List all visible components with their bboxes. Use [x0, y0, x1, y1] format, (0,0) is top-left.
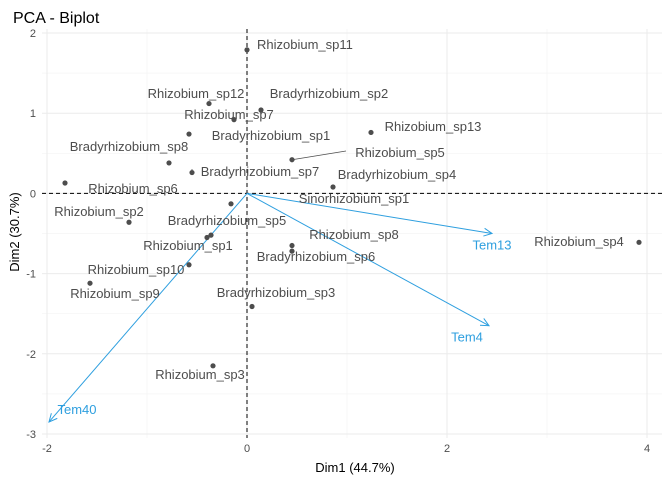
- individual-point: [289, 248, 295, 254]
- individual-points: [62, 47, 642, 369]
- individual-point: [231, 117, 237, 123]
- individual-point: [208, 232, 214, 238]
- variable-label: Tem4: [451, 330, 483, 345]
- individual-label: Rhizobium_sp3: [155, 367, 245, 382]
- x-tick-label: 0: [244, 443, 250, 455]
- individual-label: Bradyrhizobium_sp7: [201, 164, 320, 179]
- individual-point: [206, 100, 212, 107]
- individual-label: Rhizobium_sp4: [534, 234, 624, 249]
- variable-arrow: [48, 193, 248, 423]
- y-tick-label: -1: [26, 269, 36, 281]
- y-tick-label: -3: [26, 429, 36, 441]
- variable-arrowhead: [48, 413, 58, 423]
- grid-lines: [42, 29, 662, 438]
- y-tick-label: -2: [26, 349, 36, 361]
- individual-label: Rhizobium_sp7: [184, 107, 274, 122]
- individual-label: Rhizobium_sp6: [88, 181, 178, 196]
- individual-label: Rhizobium_sp9: [70, 286, 160, 301]
- individual-point: [87, 280, 93, 286]
- axis-tick-labels: -2 0 2 4 -3 -2 -1 0 1 2: [26, 28, 650, 455]
- variable-arrow: [246, 192, 490, 327]
- variable-arrowhead: [483, 227, 494, 237]
- chart-title: PCA - Biplot: [13, 10, 100, 27]
- individual-point: [166, 160, 172, 166]
- x-tick-label: 4: [644, 443, 650, 455]
- individual-label: Bradyrhizobium_sp4: [338, 167, 457, 182]
- individual-label: Rhizobium_sp5: [355, 145, 445, 160]
- individual-label: Bradyrhizobium_sp2: [270, 86, 389, 101]
- individual-point: [258, 107, 264, 113]
- individual-point: [289, 157, 295, 163]
- variable-vectors: Tem13 Tem4 Tem40: [48, 192, 512, 423]
- individual-point: [186, 262, 192, 268]
- y-tick-label: 0: [30, 188, 36, 200]
- individual-point: [330, 184, 336, 190]
- y-tick-label: 1: [30, 108, 36, 120]
- individual-point: [189, 169, 195, 176]
- label-leader-line: [291, 150, 347, 161]
- variable-arrowhead: [479, 318, 491, 327]
- individual-point: [244, 47, 250, 53]
- individual-label: Sinorhizobium_sp1: [299, 191, 410, 206]
- individual-label: Bradyrhizobium_sp8: [70, 139, 189, 154]
- x-tick-label: 2: [444, 443, 450, 455]
- reference-lines: [42, 29, 662, 438]
- individual-labels: Rhizobium_sp11 Rhizobium_sp12 Bradyrhizobi…: [54, 37, 624, 382]
- individual-point: [204, 234, 210, 241]
- individual-label: Rhizobium_sp13: [385, 119, 482, 134]
- individual-point: [126, 219, 132, 225]
- individual-point: [210, 363, 216, 369]
- y-axis-title: Dim2 (30.7%): [7, 192, 22, 271]
- individual-label: Bradyrhizobium_sp3: [217, 285, 336, 300]
- y-tick-label: 2: [30, 28, 36, 40]
- x-tick-label: -2: [42, 443, 52, 455]
- individual-label: Rhizobium_sp10: [88, 262, 185, 277]
- individual-label: Rhizobium_sp2: [54, 204, 144, 219]
- individual-point: [636, 239, 642, 245]
- individual-point: [62, 180, 68, 186]
- individual-label: Bradyrhizobium_sp5: [168, 213, 287, 228]
- individual-point: [186, 131, 192, 137]
- individual-label: Bradyrhizobium_sp1: [212, 128, 331, 143]
- individual-point: [249, 303, 255, 310]
- variable-arrow: [246, 192, 493, 234]
- variable-label: Tem13: [472, 238, 511, 253]
- individual-label: Rhizobium_sp1: [143, 238, 233, 253]
- individual-label: Rhizobium_sp8: [309, 227, 399, 242]
- individual-label: Rhizobium_sp12: [148, 86, 245, 101]
- individual-point: [228, 201, 234, 207]
- individual-label: Bradyrhizobium_sp6: [257, 249, 376, 264]
- individual-point: [289, 242, 295, 249]
- x-axis-title: Dim1 (44.7%): [315, 460, 394, 475]
- individual-label: Rhizobium_sp11: [257, 37, 353, 52]
- variable-label: Tem40: [57, 402, 96, 417]
- individual-point: [368, 129, 374, 136]
